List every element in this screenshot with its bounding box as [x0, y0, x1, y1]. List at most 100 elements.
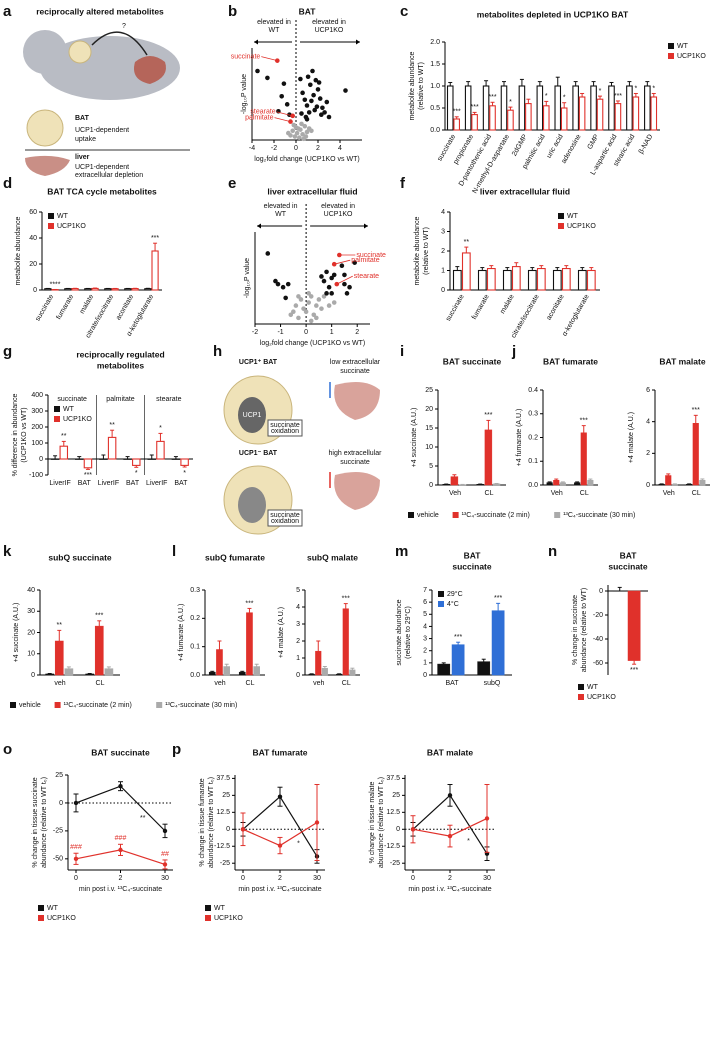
y-tick-label: 6: [423, 599, 427, 606]
x-axis-label: min post i.v. ¹³C₄-succinate: [238, 886, 321, 893]
y-tick-label: 5: [423, 611, 427, 618]
y-tick-label: 3: [423, 635, 427, 642]
point: [317, 96, 323, 101]
chart-title: BAT TCA cycle metabolites: [47, 186, 157, 196]
liver: [334, 471, 380, 510]
legend-swatch: [558, 213, 564, 219]
y-tick-label: 30: [27, 608, 35, 615]
point: [300, 90, 305, 96]
bar: [587, 480, 594, 486]
legend-swatch: [452, 512, 459, 518]
significance: ***: [84, 472, 92, 479]
arrow-head: [356, 39, 360, 45]
y-tick-label: 0: [59, 800, 63, 807]
y-tick-label: 0.0: [528, 482, 538, 489]
bar: [507, 109, 514, 131]
x-tick-label: uric acid: [546, 133, 565, 159]
header-label: elevated in: [264, 203, 298, 210]
significance: ###: [70, 844, 82, 851]
bar: [518, 85, 526, 131]
y-tick-label: 0: [226, 826, 230, 833]
bar: [54, 640, 64, 676]
y-tick-label: 0: [396, 826, 400, 833]
x-tick-label: succinate: [445, 293, 466, 322]
header-label: elevated in: [312, 19, 346, 26]
y-tick-label: 0.0: [430, 127, 440, 134]
y-axis-label: +4 malate (A.U.): [278, 607, 285, 658]
significance: *: [509, 99, 512, 106]
point: [301, 136, 307, 142]
diagram-h: h UCP1⁺ BAT low extracellular succinate …: [213, 343, 382, 535]
y-axis-label: (UCP1KO vs WT): [21, 407, 28, 462]
group-label: stearate: [156, 396, 181, 403]
significance: *: [545, 93, 548, 100]
panel-letter: m: [395, 543, 408, 560]
point: [303, 309, 309, 315]
y-axis-label: metabolite abundance: [409, 51, 416, 120]
point-label: palmitate: [245, 114, 274, 121]
x-axis-label: log₂fold change (UCP1KO vs WT): [254, 156, 359, 163]
bar: [491, 610, 505, 676]
y-tick-label: 37.5: [386, 775, 400, 782]
point: [314, 104, 320, 109]
y-tick-label: 1.5: [430, 61, 440, 68]
bar: [104, 668, 114, 676]
point: [275, 281, 281, 287]
bar: [644, 85, 651, 131]
legend-swatch: [554, 512, 561, 518]
bar: [321, 667, 328, 676]
y-tick-label: 25: [425, 387, 433, 394]
bar: [482, 85, 490, 131]
y-tick-label: 1.0: [430, 83, 440, 90]
y-tick-label: 1: [423, 660, 427, 667]
bar: [484, 429, 493, 486]
bar: [492, 483, 501, 486]
point: [324, 269, 329, 275]
point: [314, 315, 319, 321]
x-tick-label: CL: [692, 490, 701, 497]
legend-swatch: [54, 702, 61, 708]
chart-title: BAT malate: [427, 747, 473, 757]
point: [319, 112, 324, 117]
point: [484, 816, 490, 821]
y-tick-label: 1: [441, 267, 445, 274]
point: [314, 303, 319, 308]
y-tick-label: 200: [31, 424, 43, 431]
legend-label: UCP1KO: [47, 915, 76, 922]
legend-swatch: [10, 702, 16, 708]
y-tick-label: 25: [392, 792, 400, 799]
panel-letter: f: [400, 175, 406, 192]
significance: ***: [484, 412, 492, 419]
legend-label: UCP1KO: [677, 53, 706, 60]
label: succinate: [270, 422, 300, 429]
x-tick-label: aconitate: [546, 293, 566, 321]
liver-tissue: [25, 155, 70, 176]
y-axis-label: (relative to WT): [423, 227, 430, 275]
panel-letter: e: [228, 175, 236, 192]
arrow-head: [254, 39, 258, 45]
significance: ***: [342, 595, 350, 602]
significance: ****: [50, 281, 61, 288]
y-axis-label: succinate abundance: [396, 599, 403, 665]
legend-label: ¹³C₄-succinate (30 min): [165, 702, 237, 709]
label-leader: [336, 275, 353, 285]
x-tick-label: veh: [313, 680, 324, 687]
point: [343, 88, 348, 93]
point: [297, 135, 302, 140]
y-tick-label: 0.1: [528, 458, 538, 465]
point: [285, 281, 291, 287]
bar: [580, 432, 587, 486]
x-tick-label: 2dGMP: [511, 133, 529, 157]
point: [308, 318, 314, 324]
y-tick-label: 300: [31, 408, 43, 415]
point: [265, 251, 271, 256]
legend-swatch: [668, 53, 674, 59]
point-label: stearate: [354, 273, 379, 280]
x-tick-label: CL: [485, 490, 494, 497]
point: [339, 263, 345, 269]
y-axis-label: % change in succinate: [572, 595, 579, 665]
point: [310, 68, 315, 74]
x-tick-label: LiverIF: [146, 480, 167, 487]
y-tick-label: -25: [53, 828, 63, 835]
bar: [477, 269, 487, 291]
